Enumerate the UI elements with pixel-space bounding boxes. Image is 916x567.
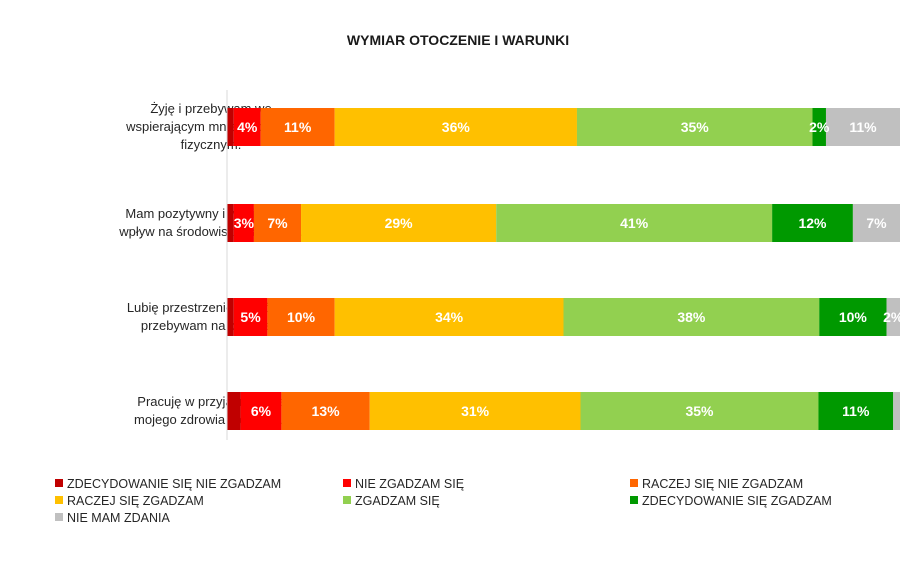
data-label: 35% — [685, 403, 714, 419]
data-label: 13% — [312, 403, 341, 419]
bar-segment — [233, 204, 254, 242]
bar-segment — [886, 298, 900, 336]
data-label: 7% — [267, 215, 288, 231]
legend-label: ZGADZAM SIĘ — [355, 494, 440, 508]
legend-label: NIE MAM ZDANIA — [67, 511, 170, 525]
data-label: 29% — [385, 215, 414, 231]
bar-segment — [893, 392, 900, 430]
data-label: 2% — [883, 309, 904, 325]
bar-segment — [227, 392, 241, 430]
data-label: 41% — [620, 215, 649, 231]
legend-label: ZDECYDOWANIE SIĘ ZGADZAM — [642, 494, 832, 508]
bar-segment — [260, 108, 335, 146]
data-label: 5% — [240, 309, 261, 325]
bar-segment — [281, 392, 370, 430]
bar-segment — [852, 204, 900, 242]
data-label: 10% — [839, 309, 868, 325]
legend-swatch — [55, 479, 63, 487]
data-label: 2% — [809, 119, 830, 135]
bar-segment — [253, 204, 302, 242]
bar-segment — [812, 108, 826, 146]
bar-segment — [563, 298, 820, 336]
bar-segment — [580, 392, 819, 430]
legend: ZDECYDOWANIE SIĘ NIE ZGADZAM NIE ZGADZAM … — [55, 477, 832, 525]
data-label: 36% — [442, 119, 471, 135]
bar-segment — [334, 108, 577, 146]
chart-title: WYMIAR OTOCZENIE I WARUNKI — [347, 32, 569, 48]
legend-swatch — [343, 479, 351, 487]
bar-segment — [576, 108, 813, 146]
data-label: 12% — [798, 215, 827, 231]
bar-segment — [819, 298, 887, 336]
legend-swatch — [630, 496, 638, 504]
legend-label: ZDECYDOWANIE SIĘ NIE ZGADZAM — [67, 477, 281, 491]
bar-segment — [233, 298, 268, 336]
data-label: 7% — [866, 215, 887, 231]
bar-segment — [267, 298, 335, 336]
legend-swatch — [55, 496, 63, 504]
legend-label: RACZEJ SIĘ ZGADZAM — [67, 494, 204, 508]
data-label: 35% — [681, 119, 710, 135]
legend-swatch — [343, 496, 351, 504]
data-label: 11% — [849, 119, 877, 135]
bar-segment — [240, 392, 282, 430]
segment-labels: 4% 11% 36% 35% 2% 11% 3% 7% 29% 41% 12% 7% 5% 10% 34% 3… — [234, 119, 904, 419]
data-label: 34% — [435, 309, 464, 325]
bar-segment — [772, 204, 853, 242]
bar-segment — [496, 204, 773, 242]
bar-segment — [334, 298, 564, 336]
bar-segment — [233, 108, 261, 146]
bar-segment — [825, 108, 900, 146]
bar-segment — [227, 204, 234, 242]
data-label: 4% — [237, 119, 258, 135]
bar-segment — [227, 108, 234, 146]
bars — [227, 108, 900, 430]
bar-segment — [227, 298, 234, 336]
data-label: 6% — [251, 403, 272, 419]
bar-segment — [369, 392, 581, 430]
legend-label: NIE ZGADZAM SIĘ — [355, 477, 464, 491]
data-label: 38% — [677, 309, 706, 325]
data-label: 3% — [234, 215, 255, 231]
data-label: 11% — [842, 403, 870, 419]
legend-swatch — [630, 479, 638, 487]
data-label: 31% — [461, 403, 490, 419]
legend-swatch — [55, 513, 63, 521]
legend-label: RACZEJ SIĘ NIE ZGADZAM — [642, 477, 803, 491]
bar-segment — [301, 204, 497, 242]
category-label-line: fizycznym. — [181, 137, 242, 152]
data-label: 10% — [287, 309, 316, 325]
data-label: 11% — [284, 119, 312, 135]
bar-segment — [818, 392, 894, 430]
